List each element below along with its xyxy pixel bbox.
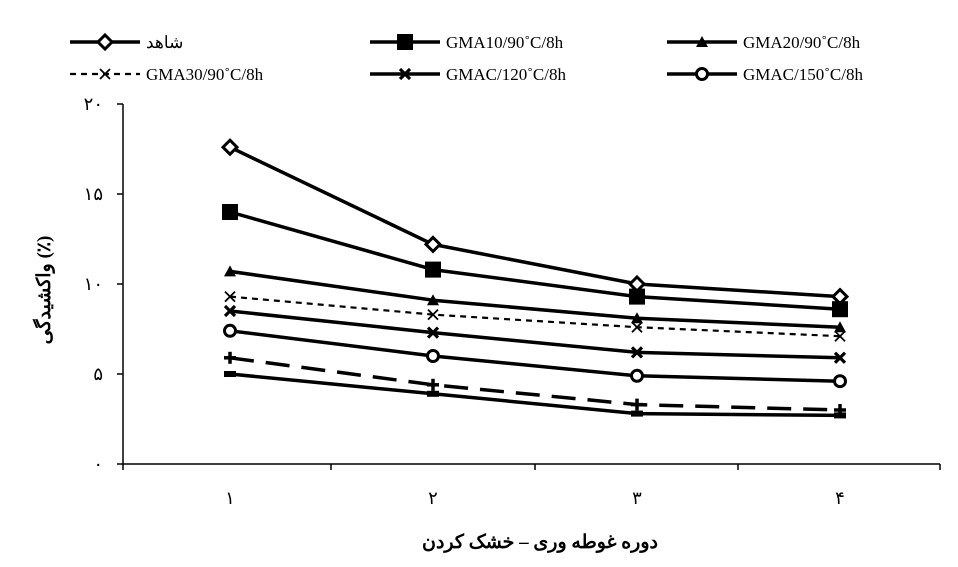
series-layer — [220, 138, 850, 419]
marker-x — [99, 68, 111, 80]
marker-x-stroke — [427, 308, 439, 321]
marker-x-stroke — [630, 346, 644, 359]
legend-item: GMAC/150˚C/8h — [667, 65, 863, 84]
marker-x-stroke — [631, 321, 643, 333]
marker-square — [832, 301, 848, 318]
marker-diamond — [220, 138, 240, 157]
series-line — [229, 329, 841, 383]
series-line — [229, 356, 841, 412]
marker-x — [224, 290, 236, 303]
marker-triangle — [834, 321, 846, 333]
legend-label: شاهد — [146, 33, 183, 52]
marker-x — [398, 67, 412, 81]
x-tick-label: ۴ — [835, 488, 845, 508]
y-tick-label: ۱۵ — [84, 184, 103, 204]
marker-x-stroke — [833, 351, 847, 364]
legend-label: GMAC/120˚C/8h — [446, 65, 566, 84]
marker-x-stroke — [224, 290, 236, 303]
series-6 — [223, 323, 847, 389]
marker-square — [425, 261, 441, 278]
series-5 — [223, 304, 847, 364]
marker-x-stroke — [223, 304, 237, 318]
marker-dash — [631, 410, 643, 417]
series-line — [229, 295, 841, 338]
marker-diamond — [423, 235, 443, 254]
series-line — [229, 372, 841, 418]
marker-x — [631, 321, 643, 333]
series-8 — [224, 371, 846, 419]
x-tick-label: ۳ — [632, 488, 642, 508]
marker-triangle — [696, 36, 708, 47]
marker-diamond — [95, 32, 115, 52]
marker-triangle — [631, 312, 643, 324]
axes: ۰ ۵ ۱۰ ۱۵ ۲۰ ۱ ۲ ۳ ۴ — [84, 94, 941, 508]
marker-triangle — [427, 294, 439, 306]
marker-triangle — [224, 265, 236, 277]
series-line — [229, 145, 841, 299]
series-4 — [224, 290, 846, 342]
x-tick-label: ۱ — [225, 488, 235, 508]
marker-dash — [834, 412, 846, 419]
marker-circle — [833, 374, 847, 389]
marker-square — [222, 204, 238, 220]
marker-square — [629, 288, 645, 305]
marker-dash — [224, 371, 236, 377]
legend-label: GMA20/90˚C/8h — [743, 33, 861, 52]
series-3 — [224, 265, 846, 333]
marker-plus — [224, 351, 236, 364]
marker-x — [223, 304, 237, 318]
legend-item: شاهد — [70, 32, 183, 52]
series-line — [229, 269, 841, 329]
marker-plus — [631, 398, 643, 411]
marker-x — [427, 308, 439, 321]
series-line — [229, 309, 841, 360]
series-7 — [224, 351, 846, 416]
marker-x-stroke — [834, 330, 846, 342]
marker-dash — [427, 390, 439, 397]
marker-circle — [426, 349, 440, 363]
marker-x — [426, 326, 440, 339]
legend-label: GMA30/90˚C/8h — [146, 65, 264, 84]
y-tick-label: ۰ — [93, 454, 103, 474]
y-tick-label: ۲۰ — [84, 94, 103, 114]
marker-x — [630, 346, 644, 359]
legend: شاهد GMA10/90˚C/8h GMA20/90˚C/8h GMA30/90˚C… — [70, 32, 863, 84]
legend-item: GMA20/90˚C/8h — [667, 33, 861, 52]
marker-x-stroke — [426, 326, 440, 339]
legend-label: GMAC/150˚C/8h — [743, 65, 863, 84]
marker-x — [834, 330, 846, 342]
marker-circle — [695, 67, 709, 81]
marker-x — [833, 351, 847, 364]
y-axis-title: واکشیدگی (٪) — [32, 236, 55, 345]
marker-circle — [223, 323, 237, 338]
series-line — [229, 210, 841, 311]
legend-item: GMAC/120˚C/8h — [370, 65, 566, 84]
legend-item: GMA30/90˚C/8h — [70, 65, 264, 84]
marker-circle — [630, 368, 644, 383]
legend-label: GMA10/90˚C/8h — [446, 33, 564, 52]
marker-square — [397, 34, 413, 50]
marker-plus — [427, 378, 439, 391]
legend-item: GMA10/90˚C/8h — [370, 33, 564, 52]
y-tick-label: ۱۰ — [84, 274, 103, 294]
x-axis-title: دوره غوطه وری – خشک کردن — [422, 532, 658, 553]
marker-x-stroke — [99, 68, 111, 80]
y-tick-label: ۵ — [93, 364, 103, 384]
x-tick-label: ۲ — [428, 488, 438, 508]
series-2 — [222, 204, 848, 318]
marker-x-stroke — [398, 67, 412, 81]
